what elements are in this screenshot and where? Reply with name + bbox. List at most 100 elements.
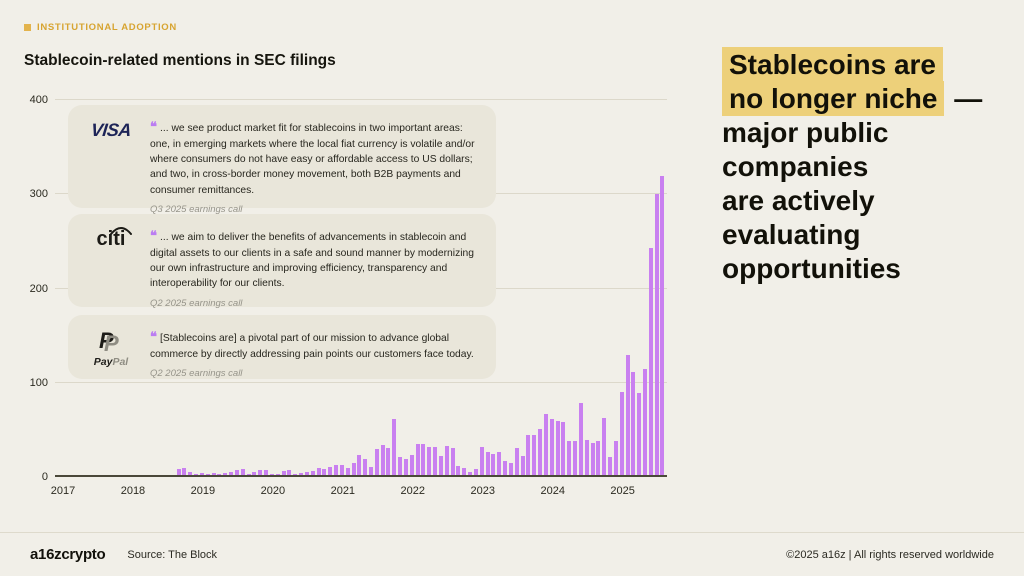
bar (578, 402, 583, 476)
bar (438, 456, 443, 476)
y-tick-label: 200 (29, 282, 48, 295)
bar (240, 469, 245, 476)
quote-card-paypal: P P PayPal ❝ [Stablecoins are] a pivotal … (68, 315, 496, 379)
headline-rest: — major public companies are actively ev… (722, 83, 983, 284)
bar (468, 472, 473, 476)
bar (182, 468, 187, 476)
bar (229, 472, 234, 476)
bar (561, 422, 566, 476)
bar (462, 467, 467, 476)
bar (269, 474, 274, 476)
quote-text-block: ❝... we aim to deliver the benefits of a… (150, 226, 482, 292)
bar (491, 454, 496, 476)
bar (631, 372, 636, 476)
quote-body: ❝... we see product market fit for stabl… (150, 117, 482, 215)
bar (368, 466, 373, 476)
bar (374, 448, 379, 476)
bar (281, 471, 286, 476)
bar (287, 470, 292, 476)
bar (450, 447, 455, 476)
bar (637, 393, 642, 476)
bar (328, 466, 333, 476)
bar (334, 464, 338, 476)
y-tick-label: 400 (29, 94, 48, 106)
citi-wordmark: citi (96, 227, 132, 250)
y-axis: 0 100 200 300 400 (18, 94, 48, 483)
bar (456, 465, 461, 476)
bar (590, 443, 595, 476)
bar (380, 444, 385, 476)
a16zcrypto-logo: a16zcrypto (30, 546, 106, 563)
bar (619, 392, 624, 476)
bar (543, 413, 548, 476)
bar (660, 176, 665, 476)
bar (234, 470, 239, 476)
source-label: Source: The Block (127, 548, 218, 561)
y-tick-label: 100 (29, 376, 48, 389)
bar (526, 434, 531, 476)
bar (508, 462, 513, 476)
paypal-p-front: P (104, 331, 119, 356)
x-tick-label: 2017 (50, 485, 76, 497)
quote-text: ... we aim to deliver the benefits of ad… (150, 232, 474, 290)
bar (357, 455, 362, 476)
bar (403, 459, 408, 476)
paypal-logo: P P PayPal (82, 327, 140, 370)
bar (310, 471, 315, 476)
headline: Stablecoins are no longer niche — major … (722, 47, 1014, 286)
y-tick-label: 0 (41, 471, 48, 483)
bar (176, 469, 181, 476)
bar (363, 459, 368, 476)
bar (252, 472, 257, 476)
gridline (55, 99, 667, 100)
bar (602, 417, 607, 476)
x-tick-label: 2021 (330, 485, 356, 497)
bar (339, 464, 344, 476)
bar (386, 447, 391, 476)
bar (625, 355, 630, 476)
quote-attribution: Q2 2025 earnings call (150, 297, 243, 309)
bar (514, 447, 519, 476)
quote-body: ❝ [Stablecoins are] a pivotal part of our… (150, 327, 482, 379)
bar (613, 441, 618, 476)
bar (648, 247, 653, 476)
bar (304, 472, 309, 476)
bar (258, 470, 263, 476)
tag-square-icon (24, 24, 31, 31)
bar (194, 474, 199, 476)
visa-wordmark: VISA (89, 120, 133, 140)
x-tick-label: 2023 (470, 485, 495, 497)
bar (205, 474, 210, 476)
paypal-pay: Pay (93, 356, 113, 368)
bar (532, 435, 537, 476)
bar (573, 441, 578, 476)
copyright-label: ©2025 a16z | All rights reserved worldwi… (786, 548, 994, 561)
bar (643, 368, 647, 476)
bar (246, 474, 251, 476)
quote-text-block: ❝ [Stablecoins are] a pivotal part of our… (150, 327, 482, 362)
bar (473, 469, 478, 476)
bar (199, 473, 204, 476)
bar (264, 470, 269, 476)
paypal-wordmark: PayPal (94, 356, 128, 368)
bar (316, 468, 321, 476)
paypal-p-back: P (99, 328, 114, 353)
citi-logo: citi (82, 226, 140, 298)
quote-text: [Stablecoins are] a pivotal part of our … (150, 333, 474, 360)
bar (433, 446, 438, 476)
bar (421, 443, 426, 476)
bar (596, 441, 601, 476)
bar (398, 457, 403, 476)
bar (427, 446, 432, 476)
bar (497, 452, 502, 476)
plot-area: 2017 2018 2019 2020 2021 2022 2023 2024 2025 (51, 99, 667, 497)
bar (555, 421, 560, 476)
bar (584, 440, 589, 476)
x-tick-label: 2022 (400, 485, 426, 497)
quote-icon: ❝ (150, 329, 157, 344)
x-axis-line (55, 475, 667, 477)
citi-text: citi (96, 228, 126, 250)
bar (485, 452, 490, 476)
bar (444, 445, 449, 476)
